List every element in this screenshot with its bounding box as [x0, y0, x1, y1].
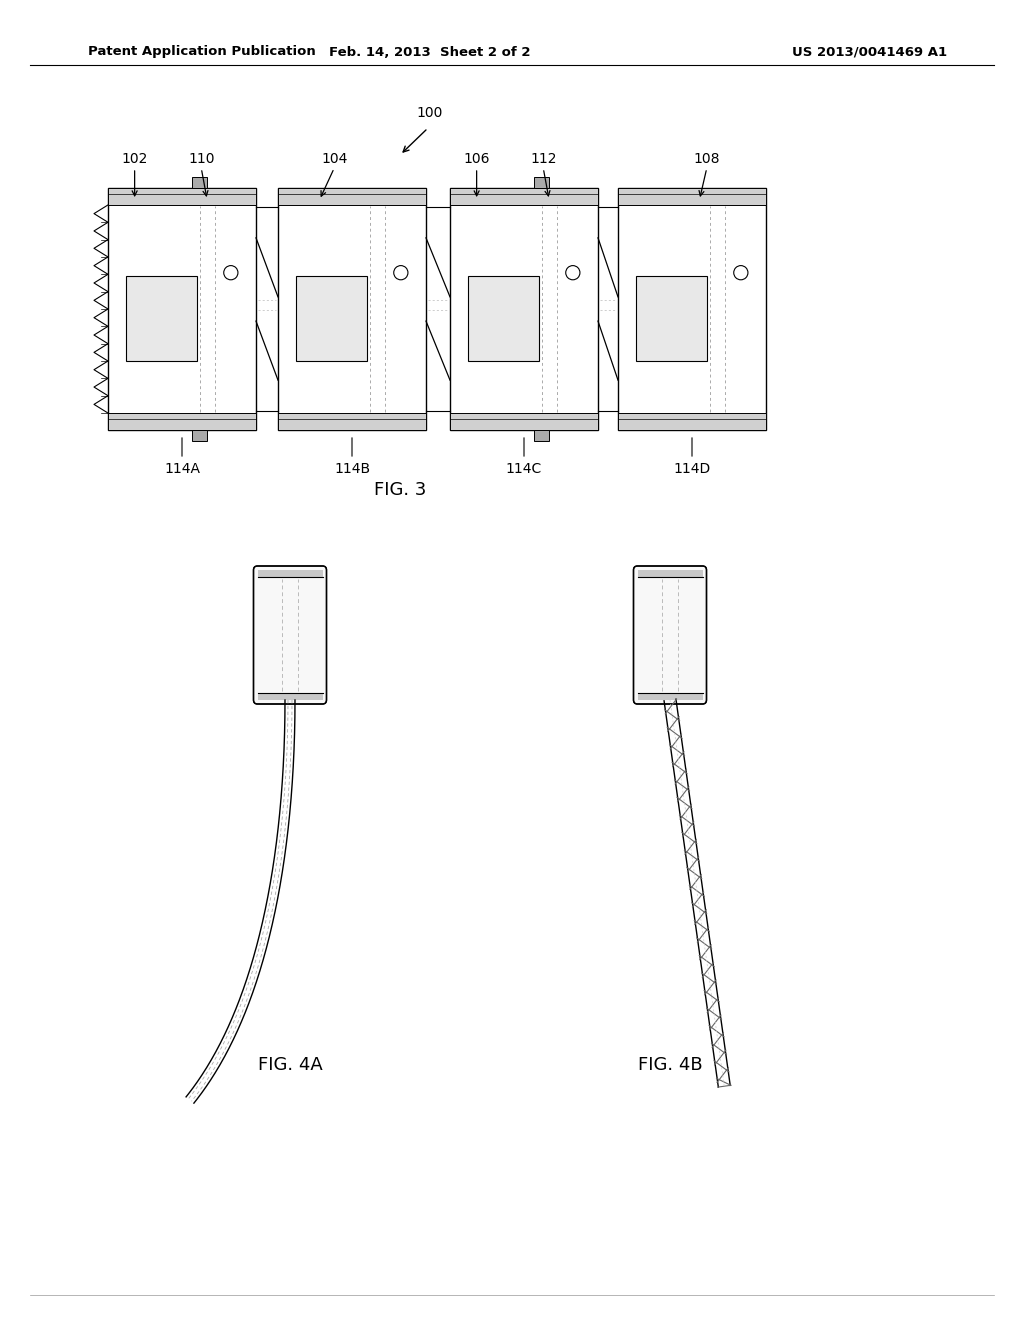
Text: 114B: 114B [334, 462, 370, 477]
Text: 110: 110 [188, 152, 214, 166]
Bar [535, 177, 549, 187]
Bar [468, 276, 539, 362]
Text: 108: 108 [693, 152, 720, 166]
Text: 114A: 114A [164, 462, 200, 477]
Bar [193, 177, 207, 187]
Text: 114C: 114C [506, 462, 542, 477]
Text: 112: 112 [530, 152, 556, 166]
Bar [450, 187, 598, 205]
Bar [450, 187, 598, 430]
Bar [636, 276, 707, 362]
Text: 106: 106 [464, 152, 489, 166]
FancyBboxPatch shape [254, 566, 327, 704]
Bar [193, 430, 207, 441]
FancyBboxPatch shape [634, 566, 707, 704]
Text: 104: 104 [322, 152, 347, 166]
Bar [638, 570, 702, 577]
Text: FIG. 4A: FIG. 4A [258, 1056, 323, 1074]
Text: FIG. 4B: FIG. 4B [638, 1056, 702, 1074]
Bar [108, 413, 256, 430]
Bar [618, 413, 766, 430]
Text: 114D: 114D [674, 462, 711, 477]
Bar [535, 430, 549, 441]
Bar [296, 276, 367, 362]
Text: Feb. 14, 2013  Sheet 2 of 2: Feb. 14, 2013 Sheet 2 of 2 [330, 45, 530, 58]
Text: Patent Application Publication: Patent Application Publication [88, 45, 315, 58]
Text: FIG. 3: FIG. 3 [374, 480, 426, 499]
Bar [108, 187, 256, 205]
Bar [126, 276, 197, 362]
Bar [618, 187, 766, 430]
Text: 100: 100 [417, 106, 443, 120]
Text: US 2013/0041469 A1: US 2013/0041469 A1 [793, 45, 947, 58]
Bar [257, 570, 323, 577]
Bar [278, 187, 426, 205]
Bar [638, 693, 702, 700]
Text: 102: 102 [122, 152, 147, 166]
Bar [278, 413, 426, 430]
Bar [278, 187, 426, 430]
Bar [618, 187, 766, 205]
Bar [108, 187, 256, 430]
Bar [257, 693, 323, 700]
Bar [450, 413, 598, 430]
